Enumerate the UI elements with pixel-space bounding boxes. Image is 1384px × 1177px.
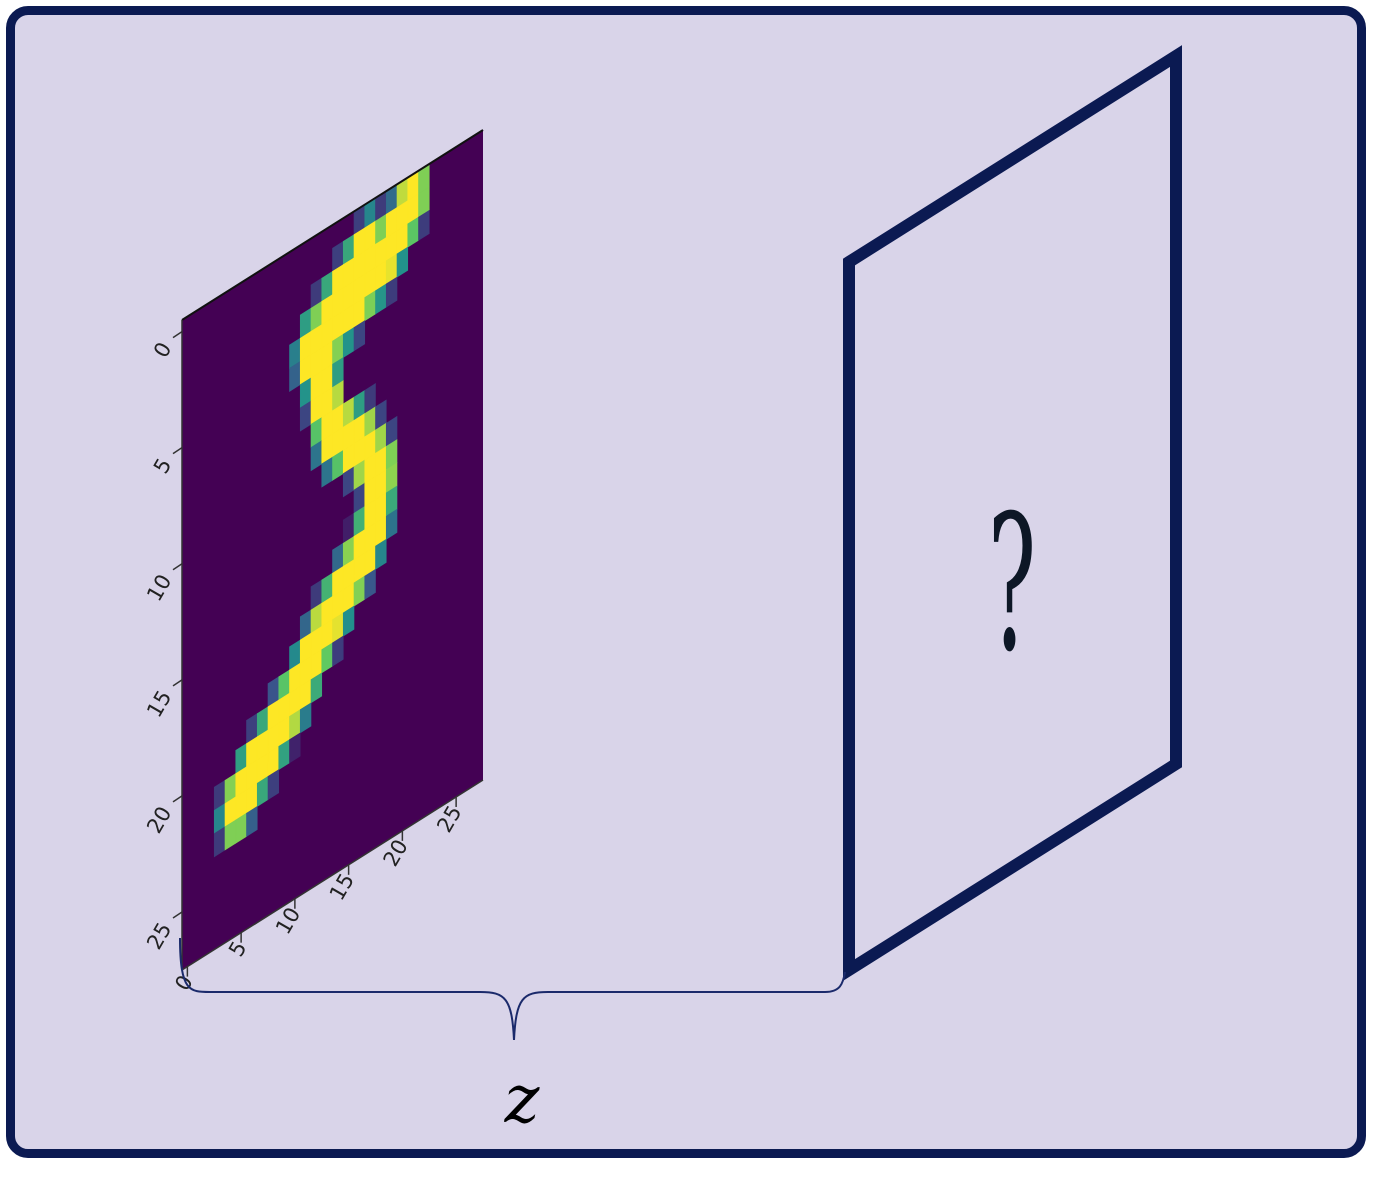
input-image-plane: 0 5 10 15 20 25 0 5 10 15 20 25 bbox=[142, 129, 484, 995]
digit-pixel bbox=[385, 276, 398, 308]
digit-pixel bbox=[364, 568, 376, 600]
digit-pixel bbox=[418, 209, 430, 241]
y-axis-ticks: 0 5 10 15 20 25 bbox=[142, 330, 183, 954]
output-plane-outline bbox=[843, 45, 1182, 981]
digit-pixel bbox=[332, 635, 344, 667]
digit-pixel bbox=[299, 702, 312, 734]
y-tick-mark bbox=[172, 447, 183, 455]
digit-pixel bbox=[267, 769, 280, 801]
image-plane-top-edge bbox=[181, 129, 484, 321]
digit-pixels bbox=[213, 163, 430, 858]
y-tick-mark bbox=[172, 911, 183, 919]
y-tick-mark bbox=[172, 563, 183, 571]
distance-brace bbox=[179, 937, 846, 1041]
y-tick-label: 15 bbox=[142, 686, 176, 721]
digit-pixel bbox=[385, 508, 398, 540]
digit-pixel bbox=[310, 672, 323, 704]
y-tick-mark bbox=[172, 679, 183, 687]
y-tick-label: 20 bbox=[142, 802, 176, 837]
x-axis-line bbox=[181, 779, 484, 971]
y-tick-mark bbox=[172, 330, 183, 339]
y-tick-label: 0 bbox=[149, 338, 176, 362]
unknown-output-label: ? bbox=[988, 474, 1036, 693]
output-plane: ? bbox=[843, 45, 1182, 981]
digit-pixel bbox=[289, 732, 301, 764]
distance-label-z: z bbox=[504, 1061, 541, 1138]
y-tick-label: 25 bbox=[142, 918, 176, 953]
digit-pixel bbox=[375, 538, 387, 570]
x-tick-label: 5 bbox=[224, 937, 251, 961]
digit-pixel bbox=[353, 320, 366, 352]
digit-pixel bbox=[342, 605, 355, 637]
y-tick-label: 5 bbox=[149, 454, 176, 478]
y-tick-mark bbox=[172, 795, 183, 803]
digit-pixel bbox=[246, 805, 258, 837]
digit-pixel bbox=[396, 246, 409, 278]
y-tick-label: 10 bbox=[142, 570, 176, 605]
